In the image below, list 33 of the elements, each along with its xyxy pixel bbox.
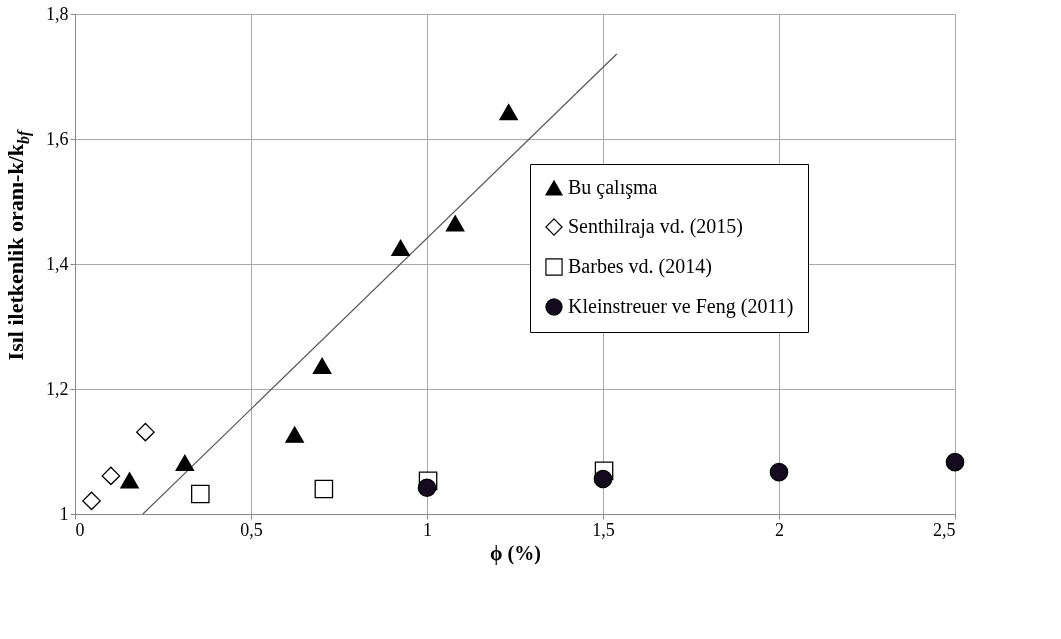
point xyxy=(136,422,155,442)
point xyxy=(391,239,410,256)
legend-label: Kleinstreuer ve Feng (2011) xyxy=(568,295,794,318)
point xyxy=(945,452,965,472)
y-tick-label: 1,4 xyxy=(46,253,69,274)
x-tick-label: 2 xyxy=(775,519,784,540)
point xyxy=(445,215,465,232)
point xyxy=(82,491,101,511)
x-tick-label: 1,5 xyxy=(592,519,615,540)
point xyxy=(769,462,789,482)
point xyxy=(312,357,332,375)
x-axis-title: ϕ (%) xyxy=(490,541,541,565)
x-tick-label: 2,5 xyxy=(933,519,956,540)
point xyxy=(499,103,518,121)
legend-label: Bu çalışma xyxy=(568,176,658,199)
point xyxy=(593,469,613,489)
y-tick-label: 1,2 xyxy=(46,378,69,399)
point xyxy=(175,454,195,471)
x-tick-label: 1 xyxy=(423,519,432,540)
point xyxy=(417,478,437,498)
y-tick-label: 1,6 xyxy=(46,128,69,149)
legend-label: Senthilraja vd. (2015) xyxy=(568,215,743,238)
point xyxy=(191,484,210,504)
y-tick-label: 1,8 xyxy=(46,3,69,24)
point xyxy=(120,472,139,489)
x-tick-label: 0 xyxy=(75,519,85,540)
x-tick-label: 0,5 xyxy=(240,519,263,540)
point xyxy=(285,426,304,443)
y-tick-label: 1 xyxy=(59,503,69,524)
legend-label: Barbes vd. (2014) xyxy=(568,255,712,278)
point xyxy=(314,479,334,499)
y-axis-title: Isıl iletkenlik oranı-k/kbf xyxy=(3,129,33,361)
point xyxy=(101,466,121,486)
